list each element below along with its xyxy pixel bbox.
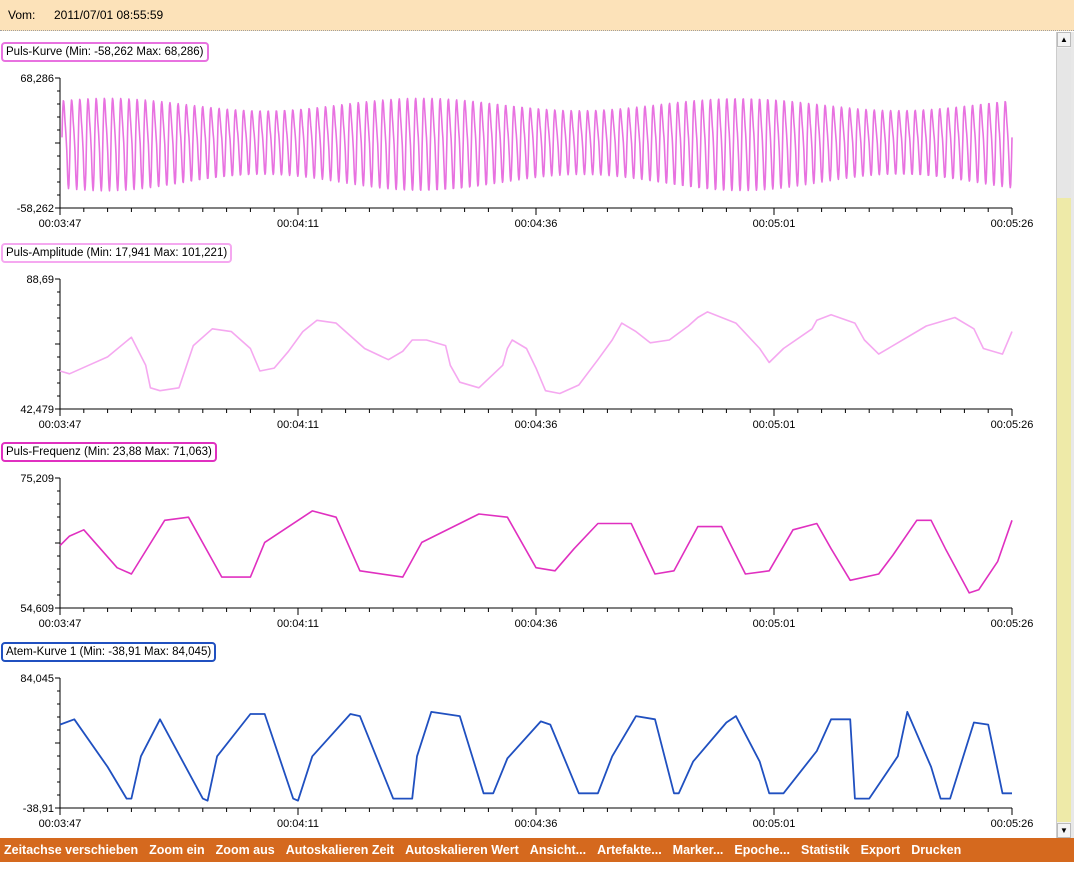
x-tick-label: 00:05:01: [753, 218, 796, 230]
series-line-2: [59, 311, 1013, 395]
scroll-track[interactable]: [1057, 198, 1071, 822]
bottom-toolbar: Zeitachse verschieben Zoom ein Zoom aus …: [0, 838, 1074, 862]
charts-svg: 68,286 -58,262 00:03:47 00:04:11 00:04:36 00:…: [17, 73, 1034, 830]
print-button[interactable]: Drucken: [911, 843, 962, 857]
x-tick-label: 00:03:47: [39, 818, 82, 830]
autoscale-value-button[interactable]: Autoskalieren Wert: [405, 843, 519, 857]
x-tick-label: 00:05:01: [753, 618, 796, 630]
footer: [0, 862, 1074, 873]
scroll-up-button[interactable]: ▲: [1057, 32, 1071, 47]
x-tick-label: 00:04:11: [277, 218, 319, 230]
export-button[interactable]: Export: [860, 843, 901, 857]
series-line-4: [59, 711, 1012, 802]
scroll-thumb[interactable]: [1057, 48, 1071, 198]
view-menu-button[interactable]: Ansicht...: [529, 843, 587, 857]
x-tick-label: 00:04:36: [515, 818, 558, 830]
x-tick-label: 00:05:01: [753, 419, 796, 431]
scroll-down-button[interactable]: ▼: [1057, 823, 1071, 838]
y-max-label: 84,045: [20, 673, 54, 685]
chart-title-3: Puls-Frequenz (Min: 23,88 Max: 71,063): [1, 442, 217, 462]
triangle-down-icon: ▼: [1060, 826, 1068, 835]
y-min-label: 42,479: [20, 404, 54, 416]
statistics-button[interactable]: Statistik: [800, 843, 850, 857]
x-tick-label: 00:05:26: [991, 818, 1034, 830]
date-label: Vom:: [8, 8, 36, 22]
plot-area: 68,286 -58,262 00:03:47 00:04:11 00:04:36 00:…: [0, 32, 1054, 838]
series-line-3: [59, 510, 1013, 594]
x-tick-label: 00:04:11: [277, 419, 319, 431]
chart-panel-1: [55, 77, 1013, 215]
chart-title-1: Puls-Kurve (Min: -58,262 Max: 68,286): [1, 42, 209, 62]
y-max-label: 88,69: [26, 274, 54, 286]
window-edge: [1071, 32, 1074, 838]
x-tick-label: 00:04:11: [277, 818, 319, 830]
chart-title-2: Puls-Amplitude (Min: 17,941 Max: 101,221…: [1, 243, 233, 263]
vertical-scrollbar[interactable]: ▲ ▼: [1056, 32, 1071, 838]
date-header: Vom: 2011/07/01 08:55:59: [0, 0, 1074, 31]
x-tick-label: 00:03:47: [39, 419, 82, 431]
chart-panel-3: [55, 477, 1013, 615]
chart-panel-2: [55, 278, 1013, 416]
y-max-label: 68,286: [20, 73, 54, 85]
x-tick-label: 00:04:36: [515, 618, 558, 630]
x-tick-label: 00:05:26: [991, 419, 1034, 431]
series-line-1: [61, 97, 1013, 192]
x-tick-label: 00:05:01: [753, 818, 796, 830]
chart-panel-4: [55, 677, 1013, 815]
y-min-label: -38,91: [23, 803, 54, 815]
triangle-up-icon: ▲: [1060, 35, 1068, 44]
shift-time-axis-button[interactable]: Zeitachse verschieben: [4, 843, 139, 857]
zoom-in-button[interactable]: Zoom ein: [149, 843, 205, 857]
x-tick-label: 00:03:47: [39, 618, 82, 630]
x-tick-label: 00:03:47: [39, 218, 82, 230]
autoscale-time-button[interactable]: Autoskalieren Zeit: [285, 843, 395, 857]
x-tick-label: 00:04:36: [515, 419, 558, 431]
artifacts-menu-button[interactable]: Artefakte...: [597, 843, 662, 857]
y-min-label: 54,609: [20, 603, 54, 615]
date-value: 2011/07/01 08:55:59: [54, 8, 164, 22]
x-tick-label: 00:04:11: [277, 618, 319, 630]
marker-menu-button[interactable]: Marker...: [672, 843, 724, 857]
epoch-menu-button[interactable]: Epoche...: [734, 843, 790, 857]
zoom-out-button[interactable]: Zoom aus: [215, 843, 275, 857]
x-tick-label: 00:05:26: [991, 618, 1034, 630]
chart-title-4: Atem-Kurve 1 (Min: -38,91 Max: 84,045): [1, 642, 217, 662]
y-min-label: -58,262: [17, 203, 54, 215]
y-max-label: 75,209: [20, 473, 54, 485]
x-tick-label: 00:04:36: [515, 218, 558, 230]
x-tick-label: 00:05:26: [991, 218, 1034, 230]
